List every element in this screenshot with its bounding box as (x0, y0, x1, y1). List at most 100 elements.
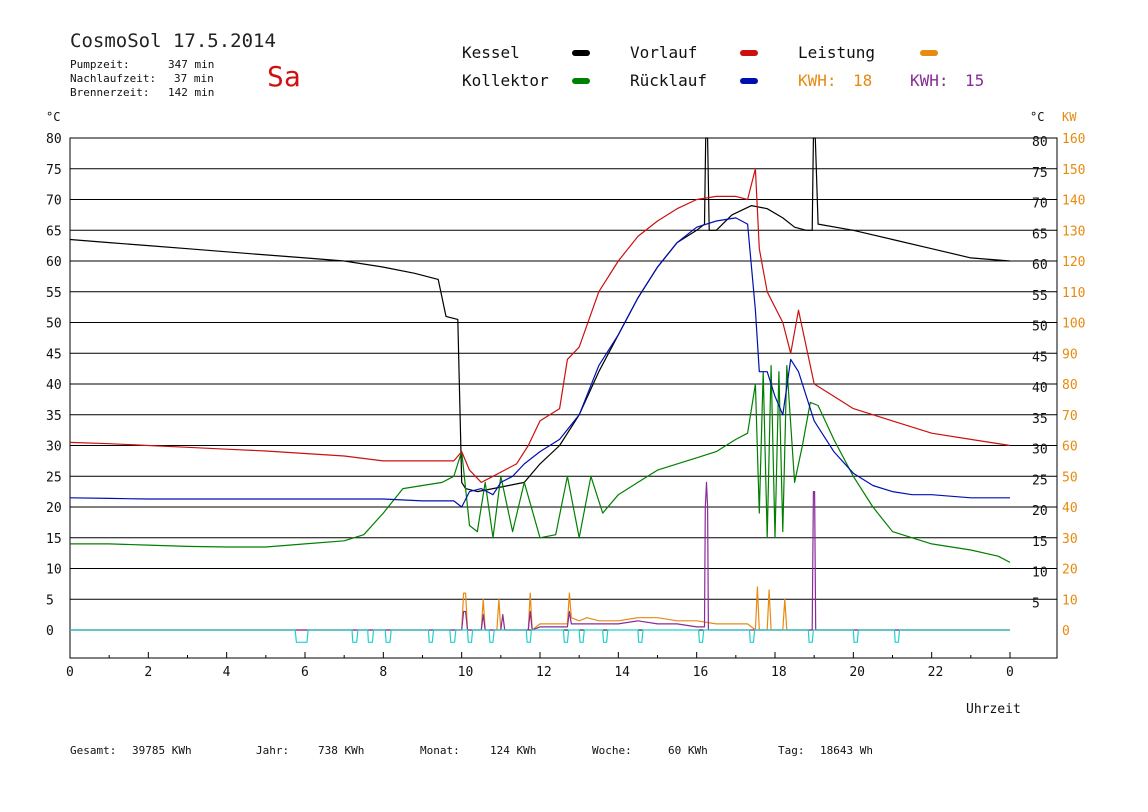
y2-tick-label: 80 (1062, 378, 1078, 393)
y-tick-label: 35 (46, 409, 62, 424)
y-right-tick-label: 5 (1032, 596, 1040, 611)
x-tick-label: 4 (223, 665, 231, 680)
legend-kessel-swatch (572, 50, 590, 56)
stat-brennerzeit-label: Brennerzeit: (70, 86, 150, 99)
y-tick-label: 10 (46, 563, 62, 578)
y2-tick-label: 30 (1062, 532, 1078, 547)
legend-ruecklauf-swatch (740, 78, 758, 84)
y2-tick-label: 20 (1062, 563, 1078, 578)
y-right-tick-label: 70 (1032, 197, 1048, 212)
x-tick-label: 0 (66, 665, 74, 680)
series-line (69, 137, 1011, 493)
y-tick-label: 50 (46, 317, 62, 332)
x-tick-label: 14 (614, 665, 630, 680)
y2-tick-label: 120 (1062, 255, 1085, 270)
stat-pumpzeit-value: 347 min (168, 58, 215, 71)
y-tick-label: 5 (46, 593, 54, 608)
legend-kwh-a-value: 18 (853, 71, 873, 90)
legend-kollektor-label: Kollektor (462, 71, 549, 90)
y-right-tick-label: 15 (1032, 535, 1048, 550)
legend-vorlauf-swatch (740, 50, 758, 56)
x-tick-label: 18 (771, 665, 787, 680)
legend-kessel-label: Kessel (462, 43, 520, 62)
y-right-tick-label: 35 (1032, 412, 1048, 427)
footer-jahr-label: Jahr: (256, 744, 290, 757)
x-tick-label: 12 (536, 665, 552, 680)
x-tick-label: 8 (379, 665, 387, 680)
plot-frame (69, 137, 1058, 659)
y-tick-label: 80 (46, 132, 62, 147)
x-axis-label: Uhrzeit (966, 702, 1021, 717)
stat-nachlaufzeit-label: Nachlaufzeit: (70, 72, 157, 85)
y-right-tick-label: 20 (1032, 504, 1048, 519)
y2-tick-label: 60 (1062, 440, 1078, 455)
stat-nachlaufzeit-value: 37 min (174, 72, 214, 85)
y2-tick-label: 100 (1062, 317, 1085, 332)
legend-vorlauf-label: Vorlauf (630, 43, 698, 62)
y2-tick-label: 110 (1062, 286, 1085, 301)
x-tick-label: 20 (849, 665, 865, 680)
y-tick-label: 70 (46, 194, 62, 209)
y-tick-label: 65 (46, 224, 62, 239)
chart-title: CosmoSol 17.5.2014 (70, 30, 276, 52)
y-right-tick-label: 65 (1032, 227, 1048, 242)
y-right-tick-label: 50 (1032, 320, 1048, 335)
x-tick-label: 10 (458, 665, 474, 680)
grid-layer (69, 137, 1058, 659)
axis-layer: 8075706560555045403530252015105080757065… (46, 132, 1085, 680)
y-right-tick-label: 10 (1032, 566, 1048, 581)
legend-ruecklauf-label: Rücklauf (630, 71, 708, 90)
y-tick-label: 0 (46, 624, 54, 639)
legend-kwh-b-label: KWH: (910, 71, 949, 90)
legend-kollektor-swatch (572, 78, 590, 84)
footer-gesamt-value: 39785 KWh (132, 744, 192, 757)
y-tick-label: 30 (46, 440, 62, 455)
footer-monat-value: 124 KWh (490, 744, 537, 757)
y-tick-label: 45 (46, 347, 62, 362)
y2-tick-label: 150 (1062, 163, 1085, 178)
y-right-tick-label: 45 (1032, 350, 1048, 365)
y2-tick-label: 50 (1062, 470, 1078, 485)
x-tick-label: 16 (693, 665, 709, 680)
y-right-tick-label: 25 (1032, 473, 1048, 488)
legend-leistung-swatch (920, 50, 938, 56)
footer-tag-label: Tag: (778, 744, 805, 757)
y2-tick-label: 90 (1062, 347, 1078, 362)
y-tick-label: 40 (46, 378, 62, 393)
footer-monat-label: Monat: (420, 744, 460, 757)
series-line (69, 168, 1011, 483)
legend-kwh-b-value: 15 (965, 71, 985, 90)
x-tick-label: 22 (928, 665, 944, 680)
series-layer (69, 137, 1011, 643)
series-line (70, 629, 1010, 643)
y-tick-label: 55 (46, 286, 62, 301)
y-tick-label: 20 (46, 501, 62, 516)
y-tick-label: 15 (46, 532, 62, 547)
y-tick-label: 25 (46, 470, 62, 485)
right-axis-unit-kw: KW (1062, 110, 1077, 124)
y-tick-label: 60 (46, 255, 62, 270)
series-line (69, 217, 1010, 508)
y2-tick-label: 70 (1062, 409, 1078, 424)
footer-jahr-value: 738 KWh (318, 744, 365, 757)
y2-tick-label: 140 (1062, 194, 1085, 209)
x-tick-label: 0 (1006, 665, 1014, 680)
y-right-tick-label: 40 (1032, 381, 1048, 396)
y-right-tick-label: 60 (1032, 258, 1048, 273)
y-right-tick-label: 55 (1032, 289, 1048, 304)
y2-tick-label: 130 (1062, 224, 1085, 239)
series-line (70, 365, 1011, 563)
series-line (70, 481, 1010, 631)
day-label: Sa (267, 60, 301, 93)
footer-woche-label: Woche: (592, 744, 632, 757)
right-axis-unit-c: °C (1030, 110, 1045, 124)
footer-woche-value: 60 KWh (668, 744, 708, 757)
y2-tick-label: 0 (1062, 624, 1070, 639)
footer-tag-value: 18643 Wh (820, 744, 873, 757)
x-tick-label: 2 (144, 665, 152, 680)
footer-gesamt-label: Gesamt: (70, 744, 117, 757)
legend-kwh-a-label: KWH: (798, 71, 837, 90)
y2-tick-label: 40 (1062, 501, 1078, 516)
y-right-tick-label: 30 (1032, 443, 1048, 458)
